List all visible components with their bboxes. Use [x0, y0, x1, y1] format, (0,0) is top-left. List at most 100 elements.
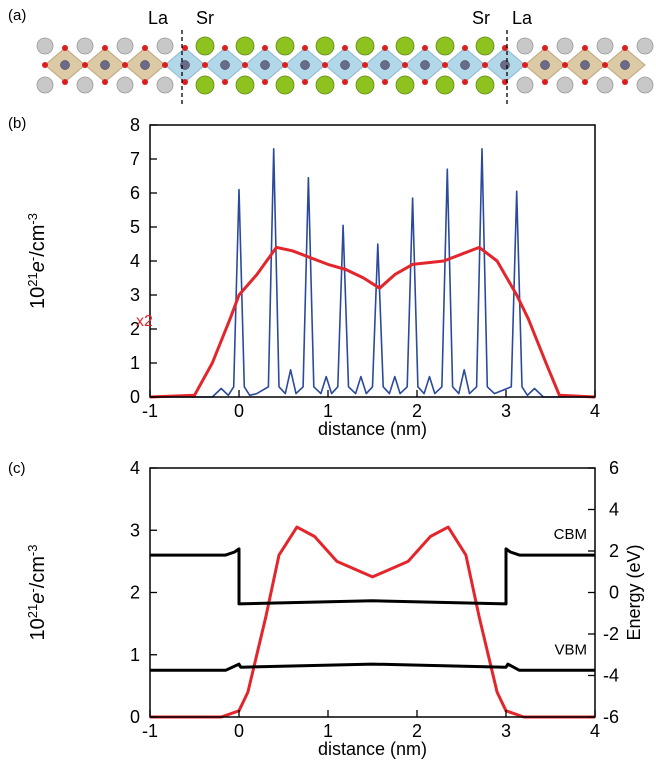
atom-o [262, 45, 268, 51]
y-axis-label-part: - [25, 257, 40, 261]
atom-o [582, 79, 588, 85]
atom-a [516, 76, 534, 94]
atom-a [556, 76, 574, 94]
y-axis-label-part: 10 [27, 618, 49, 640]
y-axis-label-part: /cm [27, 556, 49, 588]
y-axis-label: 1021e-/cm-3 [25, 545, 50, 641]
atom-b [60, 60, 70, 70]
atom-a [435, 75, 455, 95]
atom-a [395, 75, 415, 95]
atom-o [142, 79, 148, 85]
atom-a [636, 76, 654, 94]
atom-b [100, 60, 110, 70]
series-label: CBM [554, 526, 587, 543]
atom-a [355, 36, 375, 56]
atom-a [596, 76, 614, 94]
y-axis-label-part: -3 [25, 213, 40, 225]
atom-o [102, 79, 108, 85]
atom-a [156, 76, 174, 94]
x-tick-label: 3 [501, 401, 511, 421]
atom-o [402, 62, 408, 68]
y2-tick-label: -2 [603, 624, 619, 644]
atom-o [622, 45, 628, 51]
atom-a [76, 76, 94, 94]
atom-o [462, 45, 468, 51]
atom-o [182, 79, 188, 85]
atom-label: Sr [472, 8, 490, 28]
y-axis-label-part: e [27, 261, 49, 272]
atom-a [195, 36, 215, 56]
atom-a [355, 75, 375, 95]
atom-o [162, 62, 168, 68]
atom-a [116, 76, 134, 94]
y-axis-label-part: 21 [25, 272, 40, 286]
plot-frame [149, 467, 596, 718]
atom-a [596, 37, 614, 55]
atom-a [275, 75, 295, 95]
atom-b [140, 60, 150, 70]
atom-o [462, 79, 468, 85]
y-tick-label: 6 [130, 183, 140, 203]
x-tick-label: 0 [234, 401, 244, 421]
x-axis-label: distance (nm) [318, 739, 427, 759]
crystal-structure [36, 30, 654, 105]
y2-tick-label: 2 [609, 541, 619, 561]
y2-tick-label: 0 [609, 583, 619, 603]
atom-b [260, 60, 270, 70]
atom-o [342, 45, 348, 51]
atom-a [76, 37, 94, 55]
x-tick-label: -1 [142, 721, 158, 741]
atom-o [322, 62, 328, 68]
y-axis-label-part: -3 [25, 545, 40, 557]
panel-label: (c) [8, 460, 26, 477]
atom-a [556, 37, 574, 55]
y-tick-label: 7 [130, 149, 140, 169]
atom-a [195, 75, 215, 95]
y2-tick-label: -6 [603, 707, 619, 727]
y-axis-label-part: e [27, 593, 49, 604]
atom-o [222, 45, 228, 51]
y2-tick-label: -4 [603, 666, 619, 686]
x-tick-label: 1 [323, 721, 333, 741]
atom-b [580, 60, 590, 70]
data-line [149, 245, 596, 399]
atom-a [435, 36, 455, 56]
y-axis-label-part: /cm [27, 225, 49, 257]
data-line [150, 525, 595, 719]
y-tick-label: 0 [130, 387, 140, 407]
atom-a [315, 36, 335, 56]
atom-a [475, 75, 495, 95]
atom-o [222, 79, 228, 85]
panel-label: (b) [8, 115, 26, 132]
atom-a [36, 76, 54, 94]
atom-a [475, 36, 495, 56]
x-tick-label: -1 [142, 401, 158, 421]
y-tick-label: 3 [130, 285, 140, 305]
atom-b [180, 60, 190, 70]
atom-o [102, 45, 108, 51]
atom-b [300, 60, 310, 70]
y-tick-label: 1 [130, 353, 140, 373]
data-line [150, 662, 595, 672]
atom-b [540, 60, 550, 70]
atom-o [382, 79, 388, 85]
atom-o [362, 62, 368, 68]
atom-o [542, 79, 548, 85]
x-tick-label: 3 [501, 721, 511, 741]
atom-a [116, 37, 134, 55]
x-tick-label: 1 [323, 401, 333, 421]
y-axis-label: 1021e-/cm-3 [25, 213, 50, 309]
atom-a [315, 75, 335, 95]
y-tick-label: 2 [130, 583, 140, 603]
atom-o [302, 79, 308, 85]
atom-a [235, 75, 255, 95]
atom-a [235, 36, 255, 56]
x-tick-label: 2 [412, 721, 422, 741]
atom-a [36, 37, 54, 55]
atom-o [342, 79, 348, 85]
atom-b [220, 60, 230, 70]
y-tick-label: 1 [130, 645, 140, 665]
atom-o [542, 45, 548, 51]
y-tick-label: 4 [130, 458, 140, 478]
